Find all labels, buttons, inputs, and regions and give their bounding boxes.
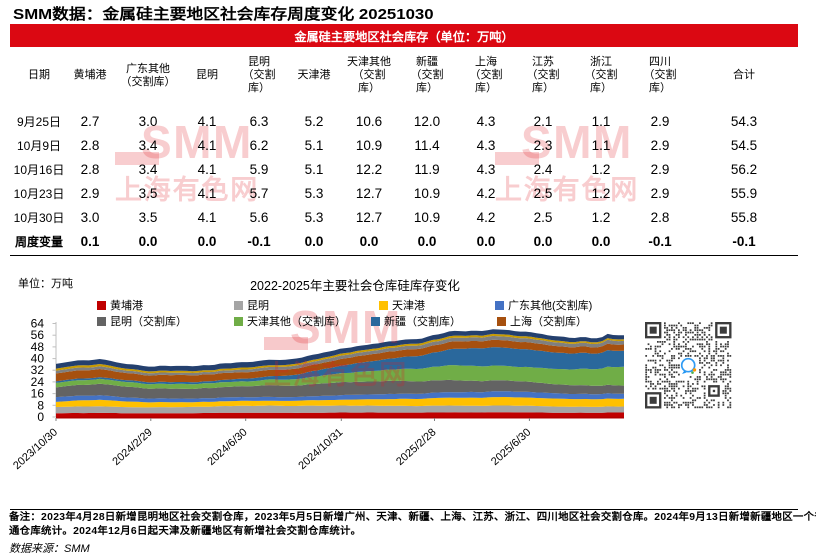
svg-text:16: 16 [31,387,45,401]
svg-text:2024/10/31: 2024/10/31 [296,426,345,472]
svg-text:0: 0 [37,410,44,424]
svg-text:2023/10/30: 2023/10/30 [11,426,60,472]
svg-text:40: 40 [31,352,45,366]
svg-text:2025/2/28: 2025/2/28 [394,426,438,468]
svg-text:24: 24 [31,375,45,389]
svg-text:56: 56 [31,328,45,342]
svg-text:8: 8 [37,398,44,412]
svg-text:2024/2/29: 2024/2/29 [110,426,154,468]
svg-text:2024/6/30: 2024/6/30 [205,426,249,468]
svg-text:32: 32 [31,363,45,377]
svg-text:2025/6/30: 2025/6/30 [489,426,533,468]
svg-text:48: 48 [31,340,45,354]
svg-text:64: 64 [31,317,45,331]
